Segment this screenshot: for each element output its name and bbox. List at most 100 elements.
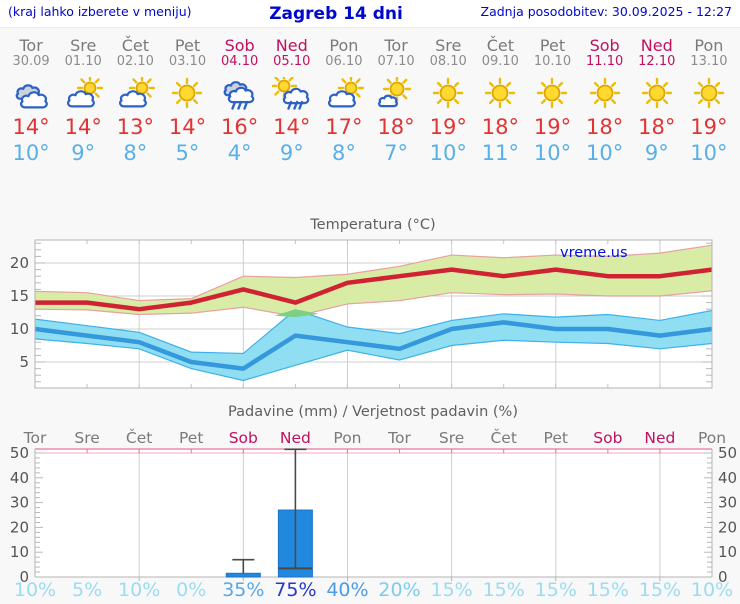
precip-chart-title: Padavine (mm) / Verjetnost padavin (%) [228, 404, 518, 420]
temp-low: 5° [175, 141, 200, 165]
temp-low: 9° [644, 141, 669, 165]
precip-probability-label: 15% [483, 579, 525, 600]
temperature-chart: 5 10 15 20 Temperatura (°C) vreme.us [0, 212, 740, 400]
precip-probability-label: 5% [72, 579, 102, 600]
sunny-icon [422, 77, 474, 111]
temp-high: 19° [429, 115, 467, 139]
day-date: 01.10 [64, 54, 102, 69]
day-name: Sob [589, 36, 620, 55]
precip-day-label: Pon [333, 429, 361, 447]
day-column: Ned 12.10 18° 9° [631, 28, 683, 212]
precipitation-chart: 0 0 10 10 20 20 30 30 40 40 50 50 Tor Sre Čet Pet Sob Ned… [0, 400, 740, 601]
temp-high: 13° [116, 115, 154, 139]
day-name: Sre [70, 36, 97, 55]
day-date: 11.10 [586, 54, 624, 69]
day-name: Pon [694, 36, 724, 55]
precip-y-tick-label-left: 40 [10, 469, 29, 487]
temp-low: 11° [481, 141, 519, 165]
precip-day-label: Čet [126, 428, 152, 447]
temp-low: 8° [331, 141, 356, 165]
temp-low: 7° [384, 141, 408, 165]
temp-high: 14° [168, 115, 207, 139]
precip-y-tick-label-right: 10 [718, 543, 737, 561]
day-column: Ned 05.10 14° 9° [266, 28, 318, 212]
day-column: Sre 01.10 14° 9° [57, 28, 109, 212]
precip-y-tick-label-left: 50 [10, 444, 29, 462]
precip-day-label: Ned [644, 429, 675, 447]
min-temp-line [34, 320, 713, 371]
precip-probability-label: 10% [691, 579, 733, 600]
partly-cloudy-icon [57, 74, 109, 111]
day-name: Tor [384, 36, 408, 55]
precip-day-label: Tor [23, 429, 47, 447]
day-name: Čet [486, 36, 514, 55]
temp-high: 17° [325, 115, 363, 139]
temp-high: 18° [377, 115, 415, 139]
temp-y-tick-label: 10 [10, 320, 29, 338]
precip-day-label: Ned [280, 429, 311, 447]
page-title: Zagreb 14 dni [269, 4, 403, 24]
precip-day-label: Sob [593, 429, 622, 447]
precip-y-tick-label-right: 20 [718, 518, 737, 536]
precip-probability-label: 10% [118, 579, 160, 600]
precip-day-label: Pon [698, 429, 726, 447]
precip-day-label: Sre [439, 429, 464, 447]
forecast-strip: Tor 30.09 14° 10° Sre 01.10 14° 9° Čet 0… [5, 28, 735, 212]
precip-probability-label: 15% [430, 579, 472, 600]
day-date: 07.10 [377, 54, 415, 69]
rain-bar [225, 572, 261, 578]
temp-low: 4° [227, 141, 252, 165]
day-column: Pet 10.10 19° 10° [526, 28, 578, 212]
day-date: 06.10 [325, 54, 363, 69]
precip-day-label: Tor [387, 429, 411, 447]
page-header: (kraj lahko izberete v meniju) Zagreb 14… [0, 0, 740, 28]
sunny-icon [683, 77, 735, 111]
precip-y-tick-label-right: 40 [718, 469, 737, 487]
day-name: Pon [329, 36, 359, 55]
temp-low: 10° [12, 141, 50, 165]
precip-probability-label: 20% [378, 579, 420, 600]
day-column: Sob 04.10 16° 4° [214, 28, 266, 212]
sunny-icon [161, 77, 213, 111]
day-date: 05.10 [273, 54, 311, 69]
day-date: 09.10 [481, 54, 519, 69]
vreme-us-watermark-link[interactable]: vreme.us [560, 245, 628, 261]
day-name: Tor [19, 36, 43, 55]
day-name: Pet [174, 36, 201, 55]
precip-day-label: Sre [74, 429, 99, 447]
max-temp-line [35, 267, 713, 312]
precip-probability-label: 35% [222, 579, 264, 600]
precip-day-label: Pet [179, 429, 203, 447]
partly-cloudy-icon [109, 74, 161, 111]
day-name: Sre [435, 36, 462, 55]
temp-y-tick-label: 5 [19, 353, 29, 371]
day-date: 10.10 [533, 54, 572, 69]
last-update-timestamp: Zadnja posodobitev: 30.09.2025 - 12:27 [480, 4, 732, 19]
precip-day-label: Pet [544, 429, 568, 447]
day-date: 08.10 [429, 54, 467, 69]
temp-y-tick-label: 15 [10, 287, 29, 305]
precip-probability-label: 75% [274, 579, 316, 600]
partly-cloudy-icon [318, 74, 370, 111]
mostly-sunny-icon [370, 74, 422, 111]
day-column: Tor 07.10 18° 7° [370, 28, 422, 212]
sun-rain-icon [266, 72, 318, 111]
temp-chart-title: Temperatura (°C) [309, 217, 435, 233]
precip-probability-label: 0% [176, 579, 206, 600]
precip-y-tick-label-left: 10 [10, 543, 29, 561]
day-column: Pet 03.10 14° 5° [161, 28, 213, 212]
sunny-icon [579, 77, 631, 111]
precip-y-tick-label-left: 30 [10, 494, 29, 512]
sunny-icon [526, 77, 578, 111]
day-date: 30.09 [12, 54, 50, 69]
day-column: Sre 08.10 19° 10° [422, 28, 474, 212]
day-column: Čet 09.10 18° 11° [474, 28, 526, 212]
day-column: Čet 02.10 13° 8° [109, 28, 161, 212]
temp-high: 16° [221, 115, 259, 139]
temp-high: 19° [533, 115, 572, 139]
precip-probability-label: 15% [535, 579, 577, 600]
precip-y-tick-label-right: 0 [718, 568, 728, 586]
sunny-icon [631, 77, 683, 111]
